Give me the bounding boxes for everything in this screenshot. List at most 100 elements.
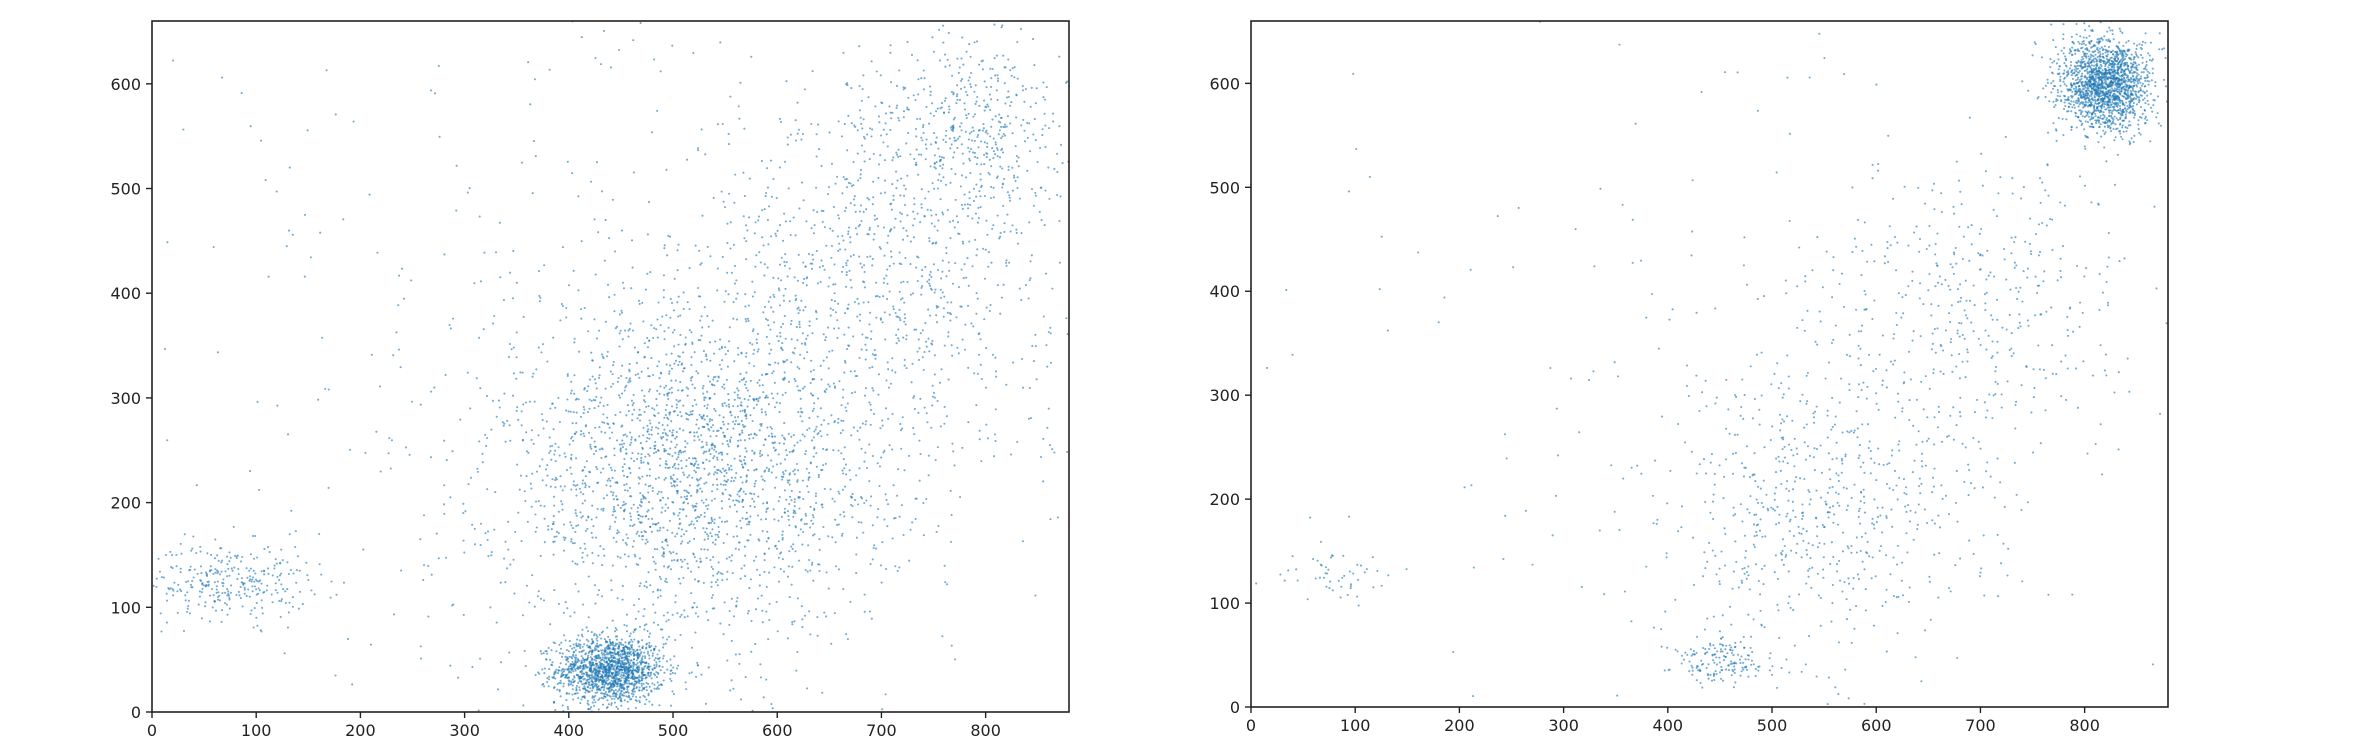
scatter-point xyxy=(827,383,830,386)
scatter-point xyxy=(837,417,840,420)
scatter-point xyxy=(617,376,620,380)
scatter-point xyxy=(784,253,787,256)
scatter-point xyxy=(702,452,705,455)
scatter-point xyxy=(662,547,665,550)
scatter-point xyxy=(1022,386,1025,389)
scatter-point xyxy=(716,429,719,432)
scatter-point xyxy=(240,577,243,580)
scatter-point xyxy=(641,446,644,449)
scatter-point xyxy=(1011,132,1014,135)
scatter-point xyxy=(869,563,872,566)
scatter-point xyxy=(956,346,959,349)
scatter-point xyxy=(583,466,586,469)
scatter-point xyxy=(554,479,557,482)
scatter-point xyxy=(592,452,595,456)
scatter-point xyxy=(628,466,631,470)
scatter-point xyxy=(606,683,610,686)
scatter-point xyxy=(619,556,622,559)
scatter-point xyxy=(840,135,843,138)
scatter-point xyxy=(492,322,495,325)
scatter-point xyxy=(701,214,704,217)
scatter-point xyxy=(639,413,642,416)
scatter-point xyxy=(656,492,659,495)
scatter-point xyxy=(663,671,666,674)
scatter-point xyxy=(797,389,800,392)
scatter-point xyxy=(560,674,563,677)
scatter-point xyxy=(584,663,587,666)
scatter-point xyxy=(655,671,658,674)
scatter-point xyxy=(890,208,893,211)
scatter-point xyxy=(853,204,856,207)
scatter-point xyxy=(626,688,629,691)
scatter-point xyxy=(722,423,725,426)
scatter-point xyxy=(712,473,716,476)
scatter-point xyxy=(609,642,612,645)
scatter-point xyxy=(735,525,738,528)
scatter-point xyxy=(913,395,916,398)
scatter-point xyxy=(927,474,930,477)
scatter-point xyxy=(505,567,509,570)
scatter-point xyxy=(569,615,572,618)
scatter-point xyxy=(643,399,646,402)
scatter-point xyxy=(578,686,581,689)
scatter-point xyxy=(619,450,622,453)
scatter-point xyxy=(721,507,724,510)
scatter-point xyxy=(578,688,581,692)
scatter-point xyxy=(615,685,619,688)
scatter-point xyxy=(215,588,218,591)
scatter-point xyxy=(430,390,433,393)
scatter-point xyxy=(702,527,705,530)
scatter-point xyxy=(549,449,552,452)
scatter-point xyxy=(941,259,944,262)
scatter-point xyxy=(935,213,938,216)
scatter-point xyxy=(722,633,725,636)
scatter-point xyxy=(888,290,891,293)
scatter-point xyxy=(577,289,580,292)
scatter-point xyxy=(280,598,283,601)
scatter-point xyxy=(663,393,666,396)
scatter-point xyxy=(555,650,558,653)
scatter-point xyxy=(640,531,643,534)
scatter-point xyxy=(641,538,644,541)
scatter-point xyxy=(858,467,861,470)
scatter-point xyxy=(677,467,680,470)
scatter-point xyxy=(747,434,750,437)
scatter-point xyxy=(697,466,700,470)
scatter-point xyxy=(729,440,732,443)
scatter-point xyxy=(590,671,594,674)
scatter-point xyxy=(612,686,615,689)
scatter-point xyxy=(739,519,742,522)
scatter-point xyxy=(656,318,659,321)
scatter-point xyxy=(184,594,187,597)
scatter-point xyxy=(745,474,748,477)
scatter-point xyxy=(926,421,929,424)
scatter-point xyxy=(634,706,637,710)
scatter-point xyxy=(543,505,546,508)
scatter-point xyxy=(553,673,556,676)
scatter-point xyxy=(730,468,733,471)
scatter-point xyxy=(216,595,220,599)
scatter-point xyxy=(709,418,712,421)
scatter-point xyxy=(749,379,752,382)
scatter-point xyxy=(880,134,883,137)
scatter-point xyxy=(192,576,195,579)
scatter-point xyxy=(663,447,666,451)
scatter-point xyxy=(248,579,251,582)
scatter-point xyxy=(634,680,637,683)
scatter-point xyxy=(725,557,728,560)
scatter-point xyxy=(607,664,610,667)
scatter-point xyxy=(750,459,753,462)
scatter-point xyxy=(220,570,223,573)
scatter-point xyxy=(627,335,630,338)
scatter-point xyxy=(754,608,758,611)
scatter-point xyxy=(566,676,569,680)
scatter-point xyxy=(669,475,672,478)
scatter-point xyxy=(686,491,689,494)
scatter-point xyxy=(799,353,802,356)
scatter-point xyxy=(656,449,660,452)
scatter-point xyxy=(912,210,915,213)
scatter-point xyxy=(609,644,612,647)
scatter-point xyxy=(546,360,549,363)
scatter-point xyxy=(171,567,174,570)
scatter-point xyxy=(645,689,648,692)
